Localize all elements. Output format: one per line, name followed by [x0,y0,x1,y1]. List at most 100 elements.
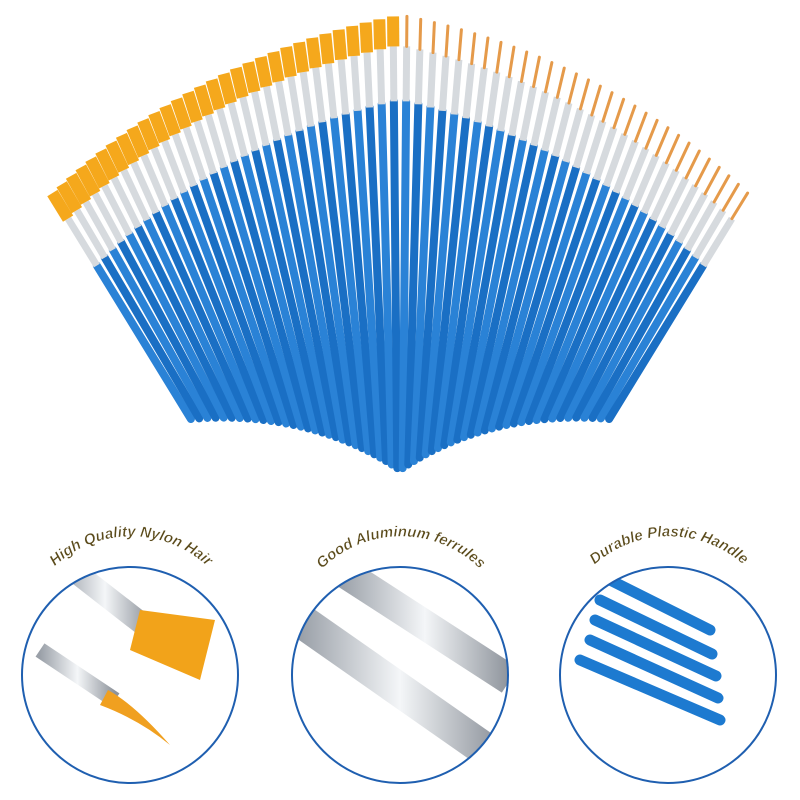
brush-hair [623,104,637,136]
brush-ferrule [150,146,178,201]
brush-ferrule [101,184,133,237]
brush-handle [318,118,367,453]
brush-handle [421,110,459,459]
brush-hair [482,36,490,70]
brush-hair [578,78,590,111]
brush-ferrule [582,120,607,175]
brush-ferrule [485,71,501,128]
brush-hair [664,133,681,165]
brush-ferrule [474,67,488,123]
brush-handle [117,238,220,422]
brush-hair [507,45,516,79]
brush-handle [480,152,560,435]
brush-handle [108,245,212,422]
brush-handle [329,114,373,456]
caption: High Quality Nylon Hair [46,523,217,570]
brush-hair [170,97,192,130]
brush-ferrule [541,96,561,152]
brush-hair [126,125,150,158]
brush-ferrule [602,133,629,188]
detail-handles [559,566,777,784]
brush-hair [684,149,701,180]
brush-handle [427,114,471,456]
brush-handle [306,122,360,450]
brush-handle [495,163,581,431]
brush-hair [470,32,477,66]
brush-hair [730,191,750,221]
brush-handle [605,261,708,423]
brush-hair [217,72,237,105]
brush-hair [457,28,463,62]
brush-handle [377,100,396,469]
brush-handle [524,188,620,425]
brush-handle [341,110,379,459]
detail-ferrules [291,566,509,784]
brush-handle [440,122,494,450]
brush-ferrule [631,153,660,208]
brush-hair [712,174,731,204]
brush-ferrule [612,139,639,194]
brush-ferrule [402,46,411,102]
brush-ferrule [263,85,281,142]
brush-handle [580,238,683,422]
brush-hair [721,182,740,212]
brush-handle [189,182,283,427]
brush-hair [418,17,423,51]
brush-handle [353,106,385,462]
brush-handle [398,97,411,473]
brush-hair [205,78,226,111]
brush-hair [193,84,214,117]
brush-ferrule [193,120,218,175]
brush-handle [453,131,516,444]
brush-hair [75,164,101,197]
brush-hair [242,61,261,94]
brush-ferrule [82,200,116,252]
brush-handle [161,202,260,424]
brush-hair [654,126,670,157]
brush-handle [170,195,268,424]
brush-hair [543,61,554,94]
brush-ferrule [204,113,228,169]
brush-ferrule [593,126,618,181]
brush-hair [444,24,450,58]
brush-ferrule [363,52,374,108]
brush-handle [509,175,601,428]
brush-hair [532,55,541,89]
brush-handle [548,208,648,423]
brush-ferrule [675,192,709,244]
brush-hair [85,156,110,189]
brush-hair [495,40,503,74]
brush-handle [134,223,236,422]
brush-hair [229,66,249,99]
brush-handle [487,157,570,433]
brush-ferrule [519,85,537,142]
brush-hair [359,22,373,53]
brush-hair [346,25,360,57]
brush-ferrule [658,176,690,229]
brush-ferrule [622,146,650,201]
brush-hair [601,91,614,123]
brush-handle [473,146,549,437]
brush-ferrule [275,80,292,137]
brush-hair [159,104,181,137]
brush-handle [209,169,298,429]
brush-hair [293,41,310,73]
brush-ferrule [497,76,513,132]
brush-hair [694,157,711,188]
brush-handle [404,100,423,469]
brush-hair [254,55,273,88]
brush-hair [519,50,529,84]
caption-text: Durable Plastic Handle [586,523,752,568]
brush-handle [240,152,320,435]
brush-handle [143,216,244,423]
brush-ferrule [91,192,125,244]
brush-handle [564,223,666,422]
brush-ferrule [140,153,169,208]
brush-handle [409,103,435,466]
brush-ferrule [324,63,338,119]
brush-hair [612,97,626,130]
brush-handle [596,253,700,423]
brush-hair [115,132,140,166]
brush-handle [433,118,482,453]
brush-handle [100,253,204,423]
